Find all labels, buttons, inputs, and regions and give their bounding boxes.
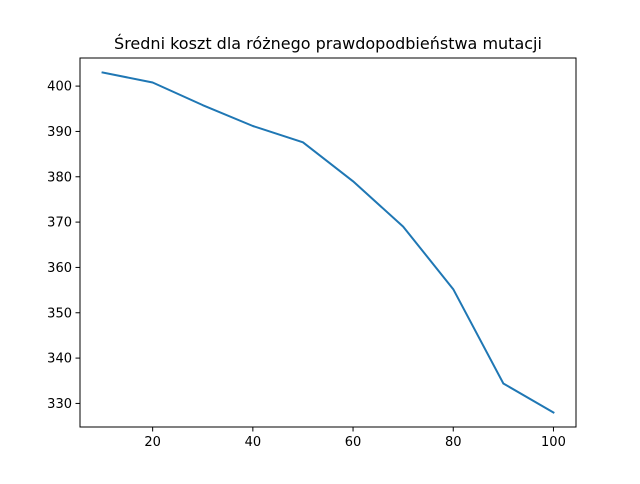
y-tick-label: 380 — [47, 170, 72, 185]
y-tick-label: 330 — [47, 397, 72, 412]
series-layer — [101, 71, 555, 414]
y-tick-label: 370 — [47, 216, 72, 231]
plot-frame — [79, 57, 577, 428]
x-tick-label: 100 — [541, 435, 566, 450]
series-line — [101, 71, 555, 414]
x-tick-label: 80 — [445, 435, 462, 450]
chart-title: Średni koszt dla różnego prawdopodbieńst… — [114, 34, 542, 53]
axes: 20 40 60 80 100 330 340 350 360 370 380 390 400 — [47, 80, 566, 450]
y-tick-label: 340 — [47, 352, 72, 367]
x-tick-label: 60 — [345, 435, 362, 450]
y-tick-label: 360 — [47, 261, 72, 276]
y-tick-label: 400 — [47, 80, 72, 95]
x-tick-label: 20 — [144, 435, 161, 450]
y-tick-label: 350 — [47, 306, 72, 321]
y-tick-label: 390 — [47, 125, 72, 140]
x-tick-label: 40 — [245, 435, 262, 450]
